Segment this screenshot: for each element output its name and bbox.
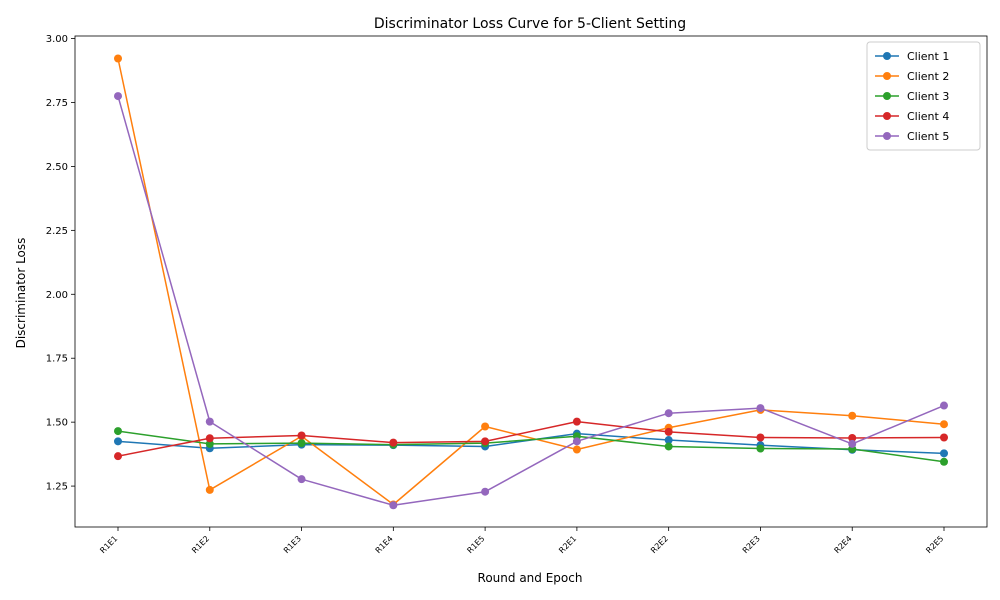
legend-swatch-marker	[883, 112, 891, 120]
y-tick-label: 2.75	[46, 98, 68, 109]
data-point-client-3	[205, 439, 214, 448]
y-axis-label: Discriminator Loss	[14, 238, 28, 349]
y-tick-label: 3.00	[46, 34, 68, 45]
data-point-client-5	[756, 404, 765, 413]
y-tick-label: 1.25	[46, 482, 68, 493]
legend-entry-label: Client 3	[907, 90, 949, 103]
data-point-client-1	[114, 437, 122, 446]
series-line-client-4	[117, 420, 945, 457]
data-point-client-5	[848, 439, 857, 448]
data-point-client-3	[297, 439, 306, 448]
y-tick-label: 2.00	[46, 290, 68, 301]
data-point-client-2	[572, 445, 581, 454]
data-point-client-3	[114, 427, 122, 436]
data-point-client-4	[205, 434, 214, 443]
legend-swatch-marker	[883, 72, 891, 80]
data-point-client-2	[848, 411, 857, 420]
data-point-client-5	[114, 92, 122, 101]
chart-title: Discriminator Loss Curve for 5-Client Se…	[374, 16, 686, 32]
data-point-client-2	[114, 54, 122, 63]
data-point-client-5	[481, 487, 490, 496]
legend-entry-label: Client 2	[907, 70, 949, 83]
data-point-client-5	[389, 501, 398, 510]
y-tick-label: 2.50	[46, 162, 68, 173]
data-point-client-5	[572, 437, 581, 446]
data-point-client-4	[940, 433, 948, 442]
data-point-client-4	[114, 452, 122, 461]
data-point-client-2	[481, 422, 490, 431]
data-point-client-4	[756, 433, 765, 442]
data-point-client-4	[572, 417, 581, 426]
data-point-client-4	[481, 437, 490, 446]
series-line-client-2	[117, 58, 945, 506]
data-point-client-4	[664, 427, 673, 436]
data-point-client-5	[664, 409, 673, 418]
data-point-client-1	[664, 436, 673, 445]
legend: Client 1 Client 2 Client 3 Client 4 Client 5	[866, 41, 981, 151]
y-tick-label: 1.50	[46, 418, 68, 429]
data-point-client-4	[297, 431, 306, 440]
y-tick-label: 2.25	[46, 226, 68, 237]
data-point-client-2	[205, 485, 214, 494]
legend-entry-label: Client 1	[907, 50, 949, 63]
legend-swatch-marker	[883, 52, 891, 60]
data-point-client-3	[756, 444, 765, 453]
y-tick-label: 1.75	[46, 354, 68, 365]
legend-swatch-marker	[883, 92, 891, 100]
data-point-client-5	[297, 475, 306, 484]
legend-entry-label: Client 4	[907, 110, 949, 123]
data-point-client-3	[940, 457, 948, 466]
axes-frame	[74, 35, 988, 528]
x-axis-label: Round and Epoch	[478, 571, 583, 585]
legend-entry-label: Client 5	[907, 130, 949, 143]
data-point-client-2	[940, 420, 948, 429]
data-point-client-1	[940, 449, 948, 458]
data-point-client-4	[389, 438, 398, 447]
legend-swatch-marker	[883, 132, 891, 140]
data-point-client-5	[205, 417, 214, 426]
series-line-client-3	[117, 430, 945, 463]
series-line-client-5	[117, 95, 945, 507]
data-point-client-4	[848, 434, 857, 443]
data-point-client-3	[664, 442, 673, 451]
data-point-client-5	[940, 401, 948, 410]
legend-box	[866, 41, 981, 151]
